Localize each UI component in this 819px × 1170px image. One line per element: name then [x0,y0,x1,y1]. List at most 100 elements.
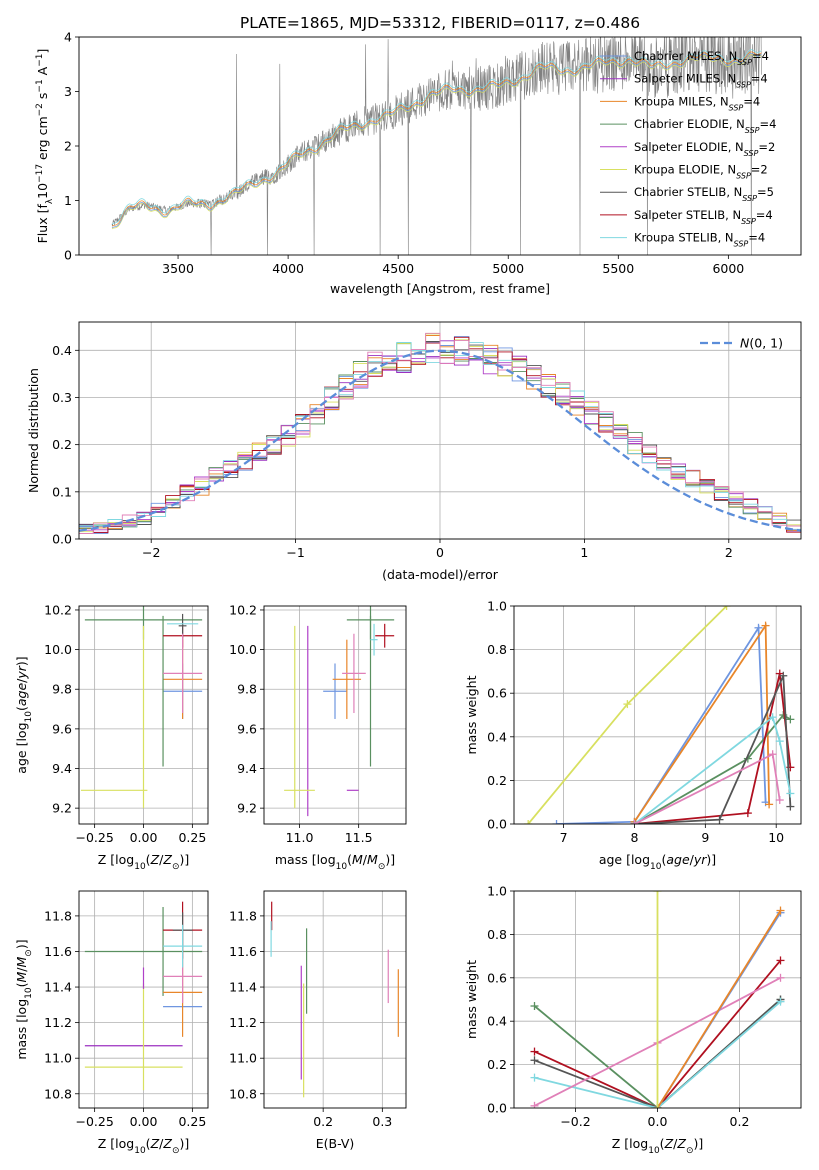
tick-label-y: 0.6 [487,970,507,985]
weight-marker [786,789,795,798]
tick-label-y: 0.0 [487,1101,507,1116]
weight-marker [623,700,632,709]
tick-label-y: 11.6 [44,944,72,959]
y-axis-label: Flux [fλ10−17 erg cm−2 s−1 A−1] [35,49,55,244]
tick-label-y: 0.2 [487,1057,507,1072]
legend-label: Chabrier ELODIE, NSSP=4 [634,117,776,135]
tick-label-x: −0.25 [75,1114,113,1129]
plot-area-age_vs_Z [80,606,203,809]
legend-label: Salpeter ELODIE, NSSP=2 [634,140,775,158]
tick-label-x: 0.25 [178,830,206,845]
tick-label-y: 0.0 [487,817,507,832]
tick-label-y: 0.3 [52,390,72,405]
tick-label-x: 0 [436,545,444,560]
legend-label: Salpeter STELIB, NSSP=4 [634,208,773,226]
weight-marker [630,820,639,824]
tick-label-y: 0 [64,248,72,263]
axes-frame [263,890,407,1109]
spectrum-model-line [111,49,762,225]
weight-marker [530,1002,539,1011]
tick-label-x: 0.0 [648,1114,668,1129]
tick-label-y: 0.4 [487,1014,507,1029]
tick-label-y: 9.4 [237,761,257,776]
weight-marker [765,800,774,809]
x-axis-label: Z [log10(Z/Z⊙)] [98,852,190,872]
weight-marker [743,809,752,818]
panel-mass_weight_vs_age: 7 8 9 10 0.0 0.2 0.4 0.6 0.8 1.0 age [log10(age/yr… [464,599,802,872]
y-axis-label: Normed distribution [26,368,41,493]
tick-label-y: 11.2 [44,1015,72,1030]
tick-label-y: 11.0 [44,1051,72,1066]
tick-label-x: 7 [560,830,568,845]
figure-title: PLATE=1865, MJD=53312, FIBERID=0117, z=0… [240,14,640,32]
axes-frame [78,36,802,256]
tick-label-x: 4500 [382,261,414,276]
weight-series-line [534,1001,782,1108]
legend-label: Chabrier STELIB, NSSP=5 [634,185,774,203]
weight-marker [761,621,770,630]
tick-label-x: −1 [286,545,304,560]
tick-label-y: 3 [64,84,72,99]
panel-age_vs_Z: −0.25 0.00 0.25 9.2 9.4 9.6 9.8 10.0 10.2 Z [log1… [14,602,209,872]
tick-label-y: 0.8 [487,927,507,942]
tick-label-y: 0.6 [487,686,507,701]
tick-label-y: 9.2 [237,801,257,816]
tick-label-x: −0.2 [560,1114,590,1129]
weight-marker [653,891,662,895]
axes-frame [78,890,209,1109]
plot-area-residuals [79,332,801,534]
tick-label-y: 0.0 [52,532,72,547]
legend-label: Kroupa ELODIE, NSSP=2 [634,163,768,181]
tick-label-x: 9 [701,830,709,845]
x-axis-label: wavelength [Angstrom, rest frame] [330,281,550,296]
tick-label-y: 0.2 [487,773,507,788]
legend-label: Chabrier MILES, NSSP=4 [634,49,769,67]
tick-label-y: 9.6 [237,721,257,736]
y-axis-label: mass [log10(M/M⊙)] [14,939,34,1059]
tick-label-y: 0.2 [52,437,72,452]
weight-marker [786,715,795,724]
tick-label-y: 11.4 [44,980,72,995]
x-axis-label: (data-model)/error [382,567,499,582]
x-axis-label: age [log10(age/yr)] [599,852,716,872]
weight-marker [722,606,731,610]
axes-frame [513,890,802,1109]
legend-label: Kroupa STELIB, NSSP=4 [634,231,765,249]
errorbar-point [332,639,362,719]
tick-label-y: 11.8 [44,908,72,923]
weight-marker [786,802,795,811]
weight-marker [776,973,785,982]
panel-mass_weight_vs_Z: −0.2 0.0 0.2 0.0 0.2 0.4 0.6 0.8 1.0 Z [log10(Z/Z… [464,884,802,1156]
panel-mass_vs_ebv: 0.2 0.3 10.8 11.0 11.2 11.4 11.6 11.8 E(B-V) [229,890,407,1151]
weight-marker [775,796,784,805]
tick-label-y: 10.8 [44,1086,72,1101]
weight-marker [715,815,724,824]
panel-spectrum: 3500 4000 4500 5000 5500 6000 0 1 2 3 4 wavelength … [35,30,802,296]
weight-marker [524,820,533,824]
tick-label-x: −0.25 [75,830,113,845]
tick-label-x: 11.5 [345,830,373,845]
tick-label-y: 1.0 [487,599,507,614]
tick-label-y: 4 [64,30,72,45]
weight-series-line [634,675,792,824]
y-axis-label: mass weight [464,960,479,1039]
tick-label-x: 0.00 [130,830,158,845]
weight-marker [530,1073,539,1082]
weight-marker [754,623,763,632]
tick-label-y: 10.2 [229,602,257,617]
legend: Chabrier MILES, NSSP=4 Salpeter MILES, NS… [600,49,776,248]
tick-label-y: 0.1 [52,484,72,499]
legend-label: Salpeter MILES, NSSP=4 [634,72,768,90]
weight-marker [530,1047,539,1056]
tick-label-y: 10.8 [229,1086,257,1101]
weight-series-line [534,959,782,1108]
weight-marker [768,713,777,722]
tick-label-x: 1 [580,545,588,560]
tick-label-x: 0.00 [130,1114,158,1129]
tick-label-y: 9.8 [52,682,72,697]
plot-area-mass_weight_vs_age [524,606,795,824]
axes-frame [78,321,802,540]
plot-area-mass_weight_vs_Z [530,891,785,1108]
weight-marker [776,956,785,965]
tick-label-x: 0.2 [313,1114,333,1129]
